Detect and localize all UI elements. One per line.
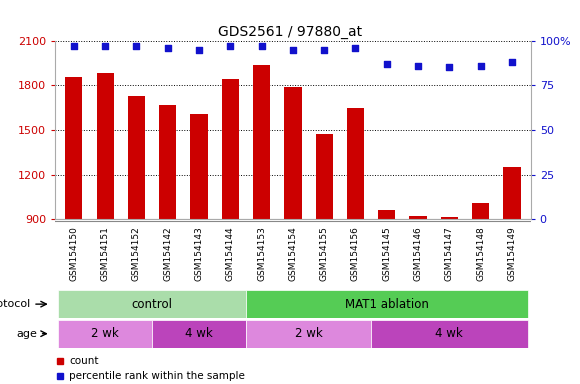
Text: GSM154148: GSM154148 [476, 227, 485, 281]
Bar [472, 203, 490, 219]
Point [445, 65, 454, 71]
Text: GSM154150: GSM154150 [70, 227, 78, 281]
Text: control: control [132, 298, 173, 311]
Bar [441, 217, 458, 219]
Text: GSM154155: GSM154155 [320, 227, 329, 281]
Point [382, 61, 392, 67]
Bar [347, 108, 364, 219]
Text: GSM154153: GSM154153 [257, 227, 266, 281]
Text: GSM154145: GSM154145 [382, 227, 392, 281]
Text: GSM154151: GSM154151 [101, 227, 110, 281]
Bar [253, 65, 270, 219]
Bar [159, 105, 176, 219]
Point [226, 43, 235, 49]
Bar [58, 290, 246, 318]
Point [508, 59, 517, 65]
Text: 2 wk: 2 wk [295, 327, 322, 340]
Bar [190, 114, 208, 219]
Text: GSM154146: GSM154146 [414, 227, 423, 281]
Text: count: count [70, 356, 99, 366]
Text: GSM154149: GSM154149 [508, 227, 516, 281]
Bar [222, 79, 239, 219]
Text: GSM154144: GSM154144 [226, 227, 235, 281]
Bar [152, 320, 246, 348]
Text: 2 wk: 2 wk [91, 327, 119, 340]
Point [194, 46, 204, 53]
Point [132, 43, 141, 49]
Bar [246, 320, 371, 348]
Text: age: age [16, 329, 37, 339]
Bar [409, 216, 427, 219]
Text: percentile rank within the sample: percentile rank within the sample [70, 371, 245, 381]
Text: MAT1 ablation: MAT1 ablation [345, 298, 429, 311]
Point [320, 46, 329, 53]
Text: GDS2561 / 97880_at: GDS2561 / 97880_at [218, 25, 362, 39]
Text: 4 wk: 4 wk [436, 327, 463, 340]
Point [163, 45, 172, 51]
Bar [503, 167, 520, 219]
Point [476, 63, 485, 69]
Text: GSM154142: GSM154142 [163, 227, 172, 281]
Point [351, 45, 360, 51]
Text: GSM154143: GSM154143 [194, 227, 204, 281]
Bar [371, 320, 528, 348]
Point [414, 63, 423, 69]
Point [100, 43, 110, 49]
Text: 4 wk: 4 wk [185, 327, 213, 340]
Point [288, 46, 298, 53]
Text: GSM154154: GSM154154 [288, 227, 298, 281]
Text: protocol: protocol [0, 299, 30, 309]
Bar [378, 210, 396, 219]
Bar [284, 87, 302, 219]
Bar [316, 134, 333, 219]
Text: GSM154156: GSM154156 [351, 227, 360, 281]
Text: GSM154152: GSM154152 [132, 227, 141, 281]
Bar [246, 290, 528, 318]
Bar [66, 77, 82, 219]
Text: GSM154147: GSM154147 [445, 227, 454, 281]
Bar [128, 96, 145, 219]
Point [257, 43, 266, 49]
Point [69, 43, 78, 49]
Bar [96, 73, 114, 219]
Bar [58, 320, 152, 348]
